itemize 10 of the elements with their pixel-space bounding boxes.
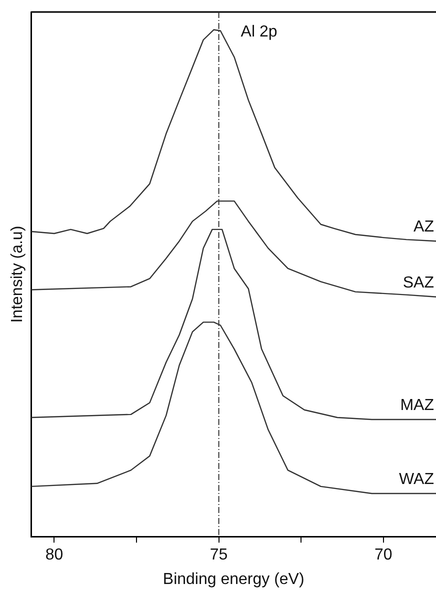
y-axis-title: Intensity (a.u) — [9, 226, 26, 323]
annotation: Al 2p — [240, 23, 278, 40]
x-tick-label: 70 — [374, 546, 392, 564]
x-axis-title: Binding energy (eV) — [162, 570, 304, 588]
series-label: AZ — [414, 218, 434, 236]
series-label: SAZ — [402, 274, 434, 292]
series-label: MAZ — [400, 396, 434, 414]
x-tick-label: 75 — [210, 546, 228, 564]
series-label: WAZ — [399, 470, 434, 488]
x-tick-label: 80 — [45, 546, 64, 564]
